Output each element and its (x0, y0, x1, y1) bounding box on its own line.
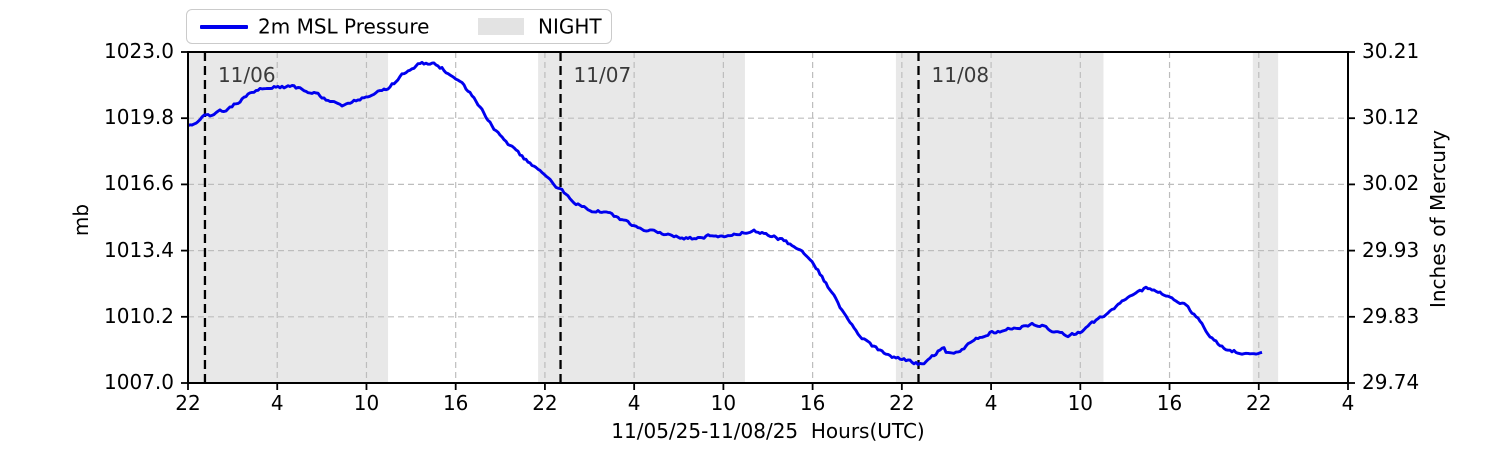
night-shading-band (895, 52, 1104, 383)
y-right-tick-label: 29.83 (1362, 303, 1420, 328)
x-tick-label: 10 (710, 391, 737, 415)
y-right-tick-label: 30.21 (1362, 39, 1420, 63)
day-label: 11/07 (573, 63, 632, 87)
y-right-tick-label: 29.74 (1362, 370, 1420, 394)
y-left-tick-label: 1019.8 (104, 105, 174, 130)
y-left-tick-label: 1007.0 (104, 370, 174, 394)
legend-label-pressure: 2m MSL Pressure (258, 13, 430, 38)
axes-spines (187, 51, 1349, 384)
night-shading-band (538, 52, 745, 383)
x-tick-label: 22 (532, 391, 558, 415)
y-axis-right-title: Inches of Mercury (1426, 129, 1450, 309)
x-tick-label: 22 (1246, 391, 1272, 415)
legend-night-patch-swatch (478, 18, 524, 35)
x-tick-label: 4 (984, 391, 998, 415)
x-axis-title: 11/05/25-11/08/25 Hours(UTC) (611, 419, 925, 443)
y-right-tick-label: 30.02 (1362, 171, 1420, 196)
day-label: 11/06 (217, 63, 276, 87)
y-left-tick-label: 1023.0 (104, 39, 174, 63)
x-tick-label: 10 (1067, 391, 1094, 415)
y-left-tick-label: 1013.4 (104, 237, 174, 262)
x-tick-label: 16 (799, 391, 826, 415)
y-right-tick-label: 29.93 (1362, 237, 1420, 262)
night-shading-band (188, 52, 389, 383)
x-tick-label: 22 (175, 391, 201, 415)
legend-pressure-line-swatch (200, 25, 248, 29)
y-axis-left-title: mb (69, 203, 93, 237)
night-shading-band (1252, 52, 1279, 383)
x-tick-label: 4 (627, 391, 641, 415)
y-right-tick-label: 30.12 (1362, 105, 1420, 130)
legend-label-night: NIGHT (538, 13, 602, 38)
x-tick-label: 4 (1341, 391, 1355, 415)
x-tick-label: 16 (1156, 391, 1183, 415)
y-left-tick-label: 1016.6 (104, 171, 174, 196)
x-tick-label: 10 (353, 391, 380, 415)
pressure-line-series (187, 60, 1263, 366)
day-label: 11/08 (931, 63, 990, 87)
legend: 2m MSL Pressure NIGHT (186, 9, 612, 44)
x-tick-label: 16 (442, 391, 469, 415)
y-left-tick-label: 1010.2 (104, 303, 174, 328)
x-tick-label: 4 (270, 391, 284, 415)
x-tick-label: 22 (889, 391, 915, 415)
